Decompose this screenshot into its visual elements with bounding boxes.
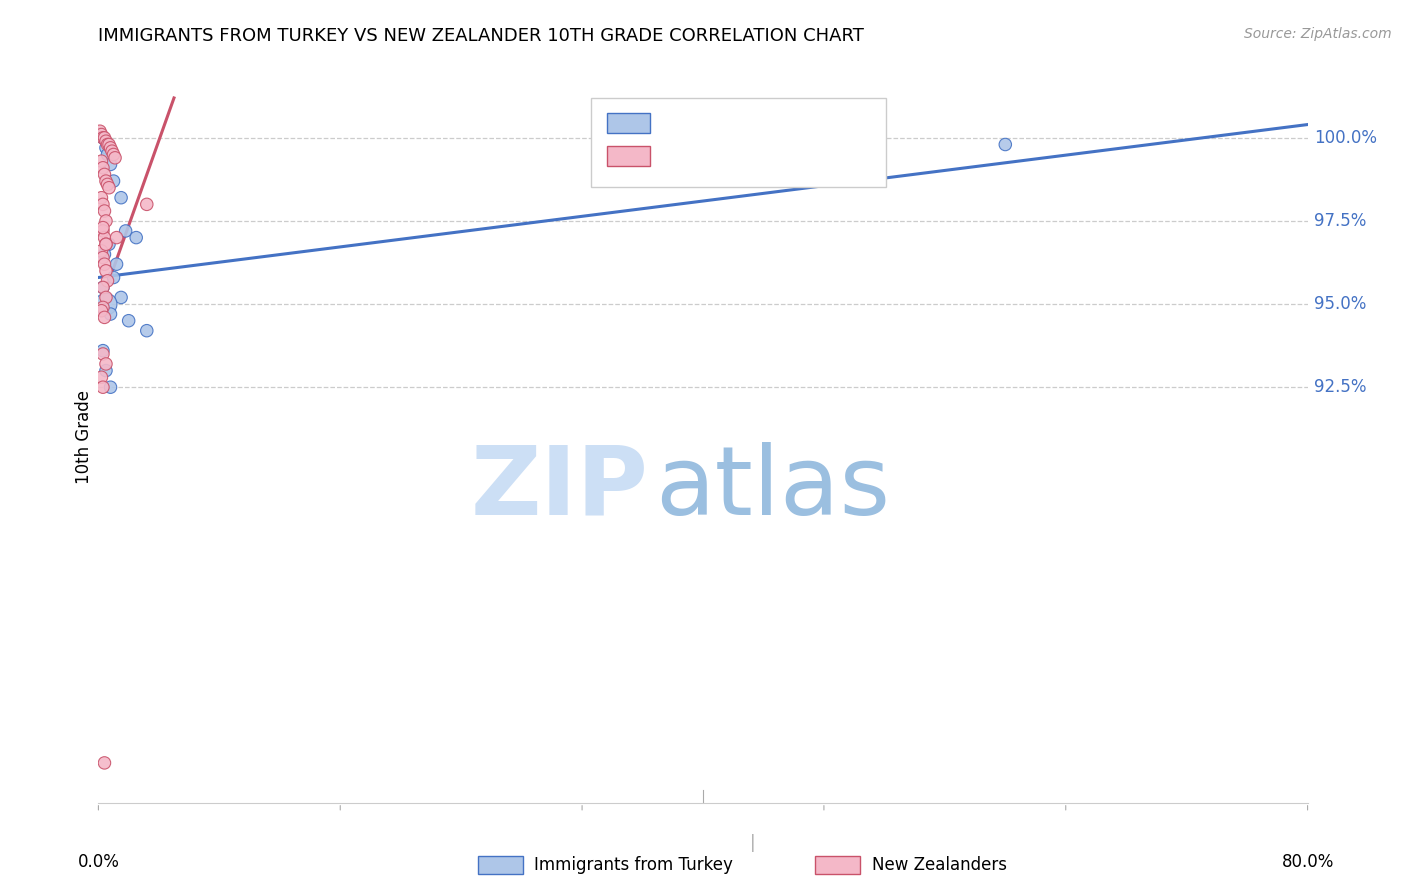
- Point: [91, 131, 114, 145]
- Point: [96, 137, 118, 152]
- Point: [94, 174, 117, 188]
- Point: [103, 174, 125, 188]
- Point: [90, 303, 112, 318]
- Text: Immigrants from Turkey: Immigrants from Turkey: [534, 856, 733, 874]
- Point: [135, 324, 157, 338]
- Point: [98, 180, 121, 194]
- Point: [90, 370, 112, 384]
- Point: [94, 357, 117, 371]
- Point: [105, 257, 128, 271]
- Point: [91, 161, 114, 175]
- Text: R = 0.376    N = 43: R = 0.376 N = 43: [664, 147, 825, 165]
- Point: [91, 251, 114, 265]
- Point: [105, 230, 128, 244]
- Text: atlas: atlas: [655, 442, 890, 535]
- Point: [91, 131, 114, 145]
- Y-axis label: 10th Grade: 10th Grade: [75, 390, 93, 484]
- Point: [125, 230, 148, 244]
- Point: [93, 230, 115, 244]
- Point: [101, 144, 124, 158]
- Point: [110, 290, 132, 304]
- Point: [93, 310, 115, 325]
- Point: [103, 147, 125, 161]
- Point: [94, 141, 117, 155]
- Point: [96, 178, 118, 192]
- Point: [91, 343, 114, 358]
- Point: [91, 280, 114, 294]
- Point: [91, 220, 114, 235]
- Text: 80.0%: 80.0%: [1281, 853, 1334, 871]
- Point: [94, 363, 117, 377]
- Point: [93, 257, 115, 271]
- Text: IMMIGRANTS FROM TURKEY VS NEW ZEALANDER 10TH GRADE CORRELATION CHART: IMMIGRANTS FROM TURKEY VS NEW ZEALANDER …: [98, 27, 865, 45]
- Point: [93, 756, 115, 770]
- Point: [94, 237, 117, 252]
- Text: 100.0%: 100.0%: [1313, 128, 1376, 147]
- Point: [98, 137, 121, 152]
- Point: [135, 197, 157, 211]
- Point: [91, 301, 114, 315]
- Text: 0.0%: 0.0%: [77, 853, 120, 871]
- Point: [89, 124, 111, 138]
- Text: 95.0%: 95.0%: [1313, 295, 1367, 313]
- Text: R = 0.419    N = 22: R = 0.419 N = 22: [664, 114, 827, 132]
- Point: [994, 137, 1017, 152]
- Point: [94, 297, 117, 311]
- Point: [118, 314, 141, 328]
- Text: |: |: [749, 834, 755, 852]
- Point: [93, 168, 115, 182]
- Text: 92.5%: 92.5%: [1313, 378, 1367, 396]
- Point: [91, 224, 114, 238]
- Point: [90, 128, 112, 142]
- Point: [94, 264, 117, 278]
- Point: [100, 141, 122, 155]
- Text: New Zealanders: New Zealanders: [872, 856, 1007, 874]
- Point: [91, 197, 114, 211]
- Point: [104, 151, 127, 165]
- Point: [91, 380, 114, 394]
- Point: [90, 244, 112, 258]
- Point: [98, 237, 121, 252]
- Point: [103, 270, 125, 285]
- Point: [100, 307, 122, 321]
- Text: 97.5%: 97.5%: [1313, 212, 1367, 230]
- Point: [114, 224, 136, 238]
- Point: [90, 154, 112, 169]
- Point: [94, 237, 117, 252]
- Point: [100, 157, 122, 171]
- Point: [96, 274, 118, 288]
- Point: [100, 380, 122, 394]
- Point: [93, 204, 115, 219]
- Point: [91, 280, 114, 294]
- Point: [110, 191, 132, 205]
- Point: [94, 134, 117, 148]
- Point: [96, 147, 118, 161]
- Point: [94, 214, 117, 228]
- Point: [91, 347, 114, 361]
- Text: Source: ZipAtlas.com: Source: ZipAtlas.com: [1244, 27, 1392, 41]
- Point: [90, 191, 112, 205]
- Text: ZIP: ZIP: [471, 442, 648, 535]
- Point: [94, 290, 117, 304]
- Point: [93, 131, 115, 145]
- Point: [93, 247, 115, 261]
